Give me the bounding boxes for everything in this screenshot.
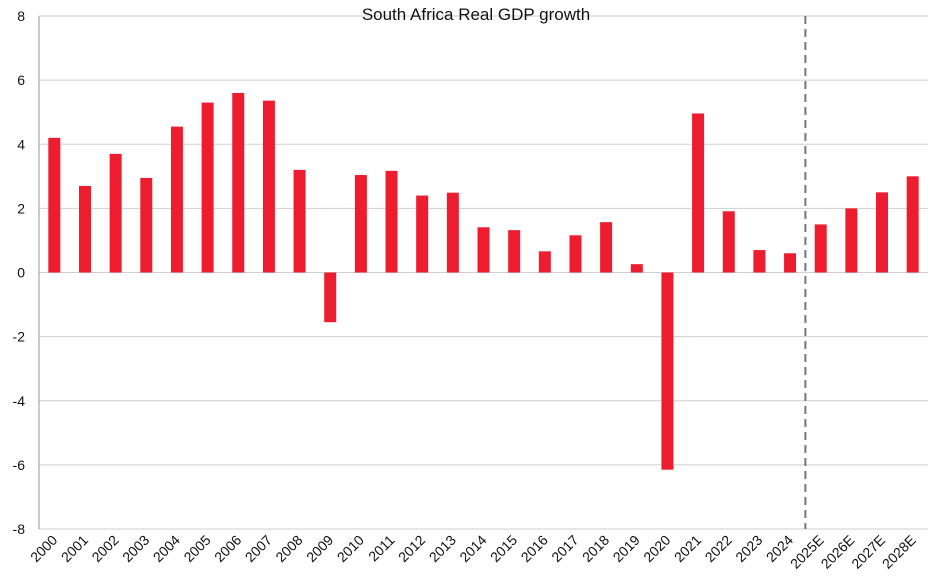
x-tick-label: 2025E [787,532,827,572]
bar-2004 [170,126,183,273]
x-tick-label: 2003 [119,532,152,565]
bar-2026E [845,208,858,273]
y-tick-label: 0 [17,265,25,281]
bar-2027E [876,192,889,273]
x-tick-label: 2010 [334,532,367,565]
x-tick-label: 2017 [548,532,581,565]
bar-2003 [140,177,153,273]
y-tick-labels: -8 -6 -4 -2 0 2 4 6 8 [13,8,26,537]
chart-title: South Africa Real GDP growth [362,5,590,24]
x-tick-label: 2012 [395,532,428,565]
x-tick-label: 2018 [579,532,612,565]
bar-2028E [906,176,919,273]
x-tick-label: 2022 [702,532,735,565]
bar-2005 [201,102,214,273]
x-tick-label: 2014 [456,532,489,565]
bar-2024 [784,253,797,273]
bar-2025E [814,224,827,273]
x-tick-label: 2004 [150,532,183,565]
bar-2006 [232,92,245,273]
x-tick-label: 2002 [88,532,121,565]
bar-2001 [78,185,91,273]
y-tick-label: -2 [13,329,26,345]
x-tick-label: 2013 [426,532,459,565]
bar-2015 [508,230,521,273]
bar-2020 [661,272,674,470]
y-tick-label: -8 [13,521,26,537]
y-tick-label: 4 [17,136,25,152]
bar-2019 [630,264,643,273]
x-tick-label: 2020 [640,532,673,565]
bar-2007 [262,100,275,273]
bar-2018 [600,222,613,273]
x-tick-label: 2006 [211,532,244,565]
bar-2002 [109,153,122,273]
bar-2021 [692,113,705,273]
x-tick-label: 2005 [180,532,213,565]
bar-2017 [569,235,582,273]
bar-2000 [48,137,61,273]
x-tick-labels: 2000200120022003200420052006200720082009… [27,532,919,572]
bar-2016 [538,251,551,273]
x-tick-label: 2008 [272,532,305,565]
y-tick-label: -4 [13,393,26,409]
y-tick-label: 6 [17,72,25,88]
bar-2014 [477,227,490,273]
bar-2023 [753,250,766,273]
bars [48,92,919,470]
x-tick-label: 2019 [610,532,643,565]
bar-2013 [446,192,459,273]
x-tick-label: 2026E [818,532,858,572]
x-tick-label: 2021 [671,532,704,565]
bar-2009 [324,272,337,323]
x-tick-label: 2028E [879,532,919,572]
x-tick-label: 2027E [848,532,888,572]
bar-2022 [722,211,735,273]
x-tick-label: 2011 [365,532,398,565]
y-tick-label: 8 [17,8,25,24]
x-tick-label: 2007 [242,532,275,565]
x-tick-label: 2000 [27,532,60,565]
x-tick-label: 2016 [518,532,551,565]
bar-2010 [354,175,367,273]
x-tick-label: 2009 [303,532,336,565]
bar-2008 [293,169,306,273]
x-tick-label: 2001 [58,532,91,565]
bar-2012 [416,195,429,273]
y-tick-label: -6 [13,457,26,473]
x-tick-label: 2023 [732,532,765,565]
x-tick-label: 2015 [487,532,520,565]
y-tick-label: 2 [17,200,25,216]
bar-2011 [385,170,398,273]
